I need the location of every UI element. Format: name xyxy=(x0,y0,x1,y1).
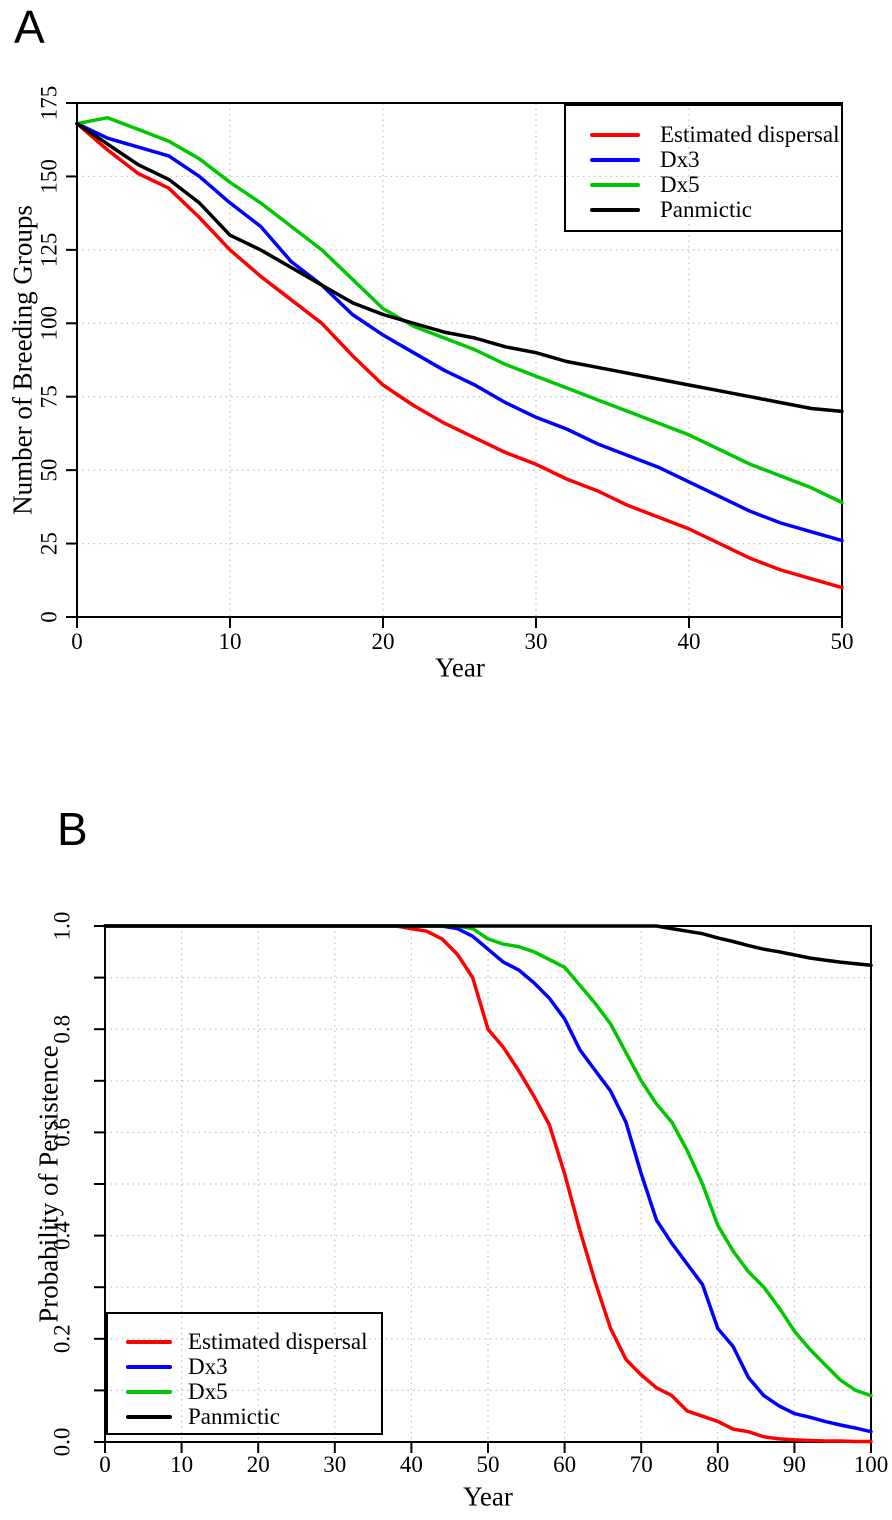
legend-item-panmictic: Panmictic xyxy=(566,197,841,222)
legend-item-dx5: Dx5 xyxy=(566,172,841,197)
gridlines xyxy=(77,103,842,617)
x-tick-label: 40 xyxy=(400,1452,423,1477)
legend-label: Panmictic xyxy=(188,1403,280,1429)
x-tick-label: 100 xyxy=(854,1452,889,1477)
legend-label: Estimated dispersal xyxy=(660,121,840,147)
x-tick-label: 50 xyxy=(477,1452,500,1477)
x-tick-label: 0 xyxy=(99,1452,111,1477)
plot-box xyxy=(76,102,843,618)
x-tick-label: 90 xyxy=(783,1452,806,1477)
legend-item-dx5: Dx5 xyxy=(108,1379,381,1404)
x-tick-label: 20 xyxy=(247,1452,270,1477)
legend-line-red-icon xyxy=(126,1339,172,1344)
y-tick-label: 100 xyxy=(36,306,61,341)
series-line-dx5 xyxy=(75,115,844,505)
x-tick-label: 20 xyxy=(372,629,395,654)
legend-label: Dx5 xyxy=(660,171,700,197)
legend-label: Dx3 xyxy=(188,1353,228,1379)
x-tick-label: 30 xyxy=(525,629,548,654)
y-tick-label: 0.0 xyxy=(49,1428,74,1457)
x-tick-label: 40 xyxy=(678,629,701,654)
panel-b-legend: Estimated dispersal Dx3 Dx5 Panmictic xyxy=(106,1312,383,1435)
panel-b-label: B xyxy=(57,803,88,855)
legend-label: Panmictic xyxy=(660,196,752,222)
panel-a-y-axis-title: Number of Breeding Groups xyxy=(7,205,38,515)
series-line-panmictic xyxy=(103,924,873,967)
panel-b-y-axis-title: Probability of Persistence xyxy=(33,1045,64,1323)
legend-line-blue-icon xyxy=(590,157,640,162)
y-tick-label: 25 xyxy=(36,532,61,555)
legend-item-estimated-dispersal: Estimated dispersal xyxy=(566,122,841,147)
panel-a-label: A xyxy=(14,1,45,53)
y-tick-label: 150 xyxy=(36,159,61,194)
legend-line-black-icon xyxy=(126,1414,172,1419)
legend-label: Estimated dispersal xyxy=(188,1328,368,1354)
panel-b-x-axis-title: Year xyxy=(463,1481,513,1512)
x-tick-label: 10 xyxy=(170,1452,193,1477)
x-tick-label: 50 xyxy=(831,629,854,654)
legend-item-panmictic: Panmictic xyxy=(108,1404,381,1429)
panel-b: 0 10 20 30 40 50 60 70 80 90 100 0.0 0.2 0.4 0.6 0.8 1.0 xyxy=(49,912,888,1477)
y-tick-label: 50 xyxy=(36,459,61,482)
legend-line-green-icon xyxy=(590,182,640,187)
legend-label: Dx5 xyxy=(188,1378,228,1404)
legend-line-blue-icon xyxy=(126,1364,172,1369)
panel-a-x-axis-title: Year xyxy=(435,652,485,683)
legend-label: Dx3 xyxy=(660,146,700,172)
y-tick-label: 175 xyxy=(36,86,61,121)
x-axis: 0 10 20 30 40 50 xyxy=(71,618,854,654)
legend-item-dx3: Dx3 xyxy=(566,147,841,172)
series-line-dx3 xyxy=(75,121,844,543)
legend-item-dx3: Dx3 xyxy=(108,1354,381,1379)
x-tick-label: 60 xyxy=(553,1452,576,1477)
y-axis: 0 25 50 75 100 125 150 175 xyxy=(36,86,76,623)
y-tick-label: 0.4 xyxy=(49,1221,74,1250)
x-axis: 0 10 20 30 40 50 60 70 80 90 100 xyxy=(99,1443,888,1477)
y-axis: 0.0 0.2 0.4 0.6 0.8 1.0 xyxy=(49,912,104,1457)
legend-item-estimated-dispersal: Estimated dispersal xyxy=(108,1329,381,1354)
y-tick-label: 0.8 xyxy=(49,1015,74,1044)
x-tick-label: 0 xyxy=(71,629,83,654)
x-tick-label: 80 xyxy=(706,1452,729,1477)
y-tick-label: 75 xyxy=(36,385,61,408)
y-tick-label: 125 xyxy=(36,233,61,268)
legend-line-black-icon xyxy=(590,207,640,212)
legend-line-green-icon xyxy=(126,1389,172,1394)
gridlines xyxy=(105,926,871,1442)
series-line-panmictic xyxy=(75,121,844,414)
x-tick-label: 30 xyxy=(323,1452,346,1477)
y-tick-label: 0.6 xyxy=(49,1118,74,1147)
x-tick-label: 70 xyxy=(630,1452,653,1477)
y-tick-label: 0 xyxy=(36,611,61,623)
panel-a: 0 10 20 30 40 50 0 25 50 75 100 125 150 175 xyxy=(36,86,853,654)
y-tick-label: 1.0 xyxy=(49,912,74,941)
panel-a-legend: Estimated dispersal Dx3 Dx5 Panmictic xyxy=(564,104,843,232)
series-line-estimated-dispersal xyxy=(75,121,844,590)
y-tick-label: 0.2 xyxy=(49,1324,74,1353)
x-tick-label: 10 xyxy=(219,629,242,654)
legend-line-red-icon xyxy=(590,132,640,137)
